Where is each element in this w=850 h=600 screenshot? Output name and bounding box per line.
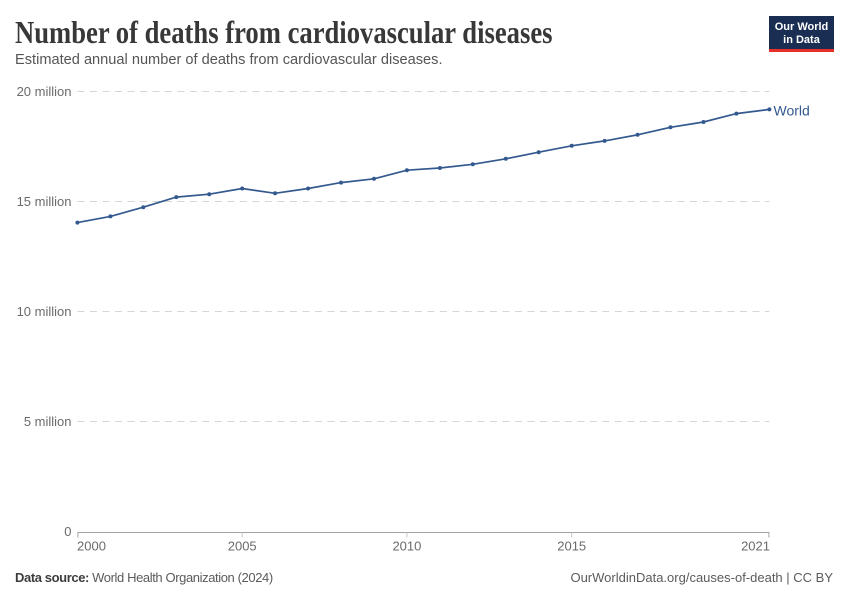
svg-text:2005: 2005 xyxy=(228,538,257,553)
svg-text:10 million: 10 million xyxy=(17,304,72,319)
svg-text:2000: 2000 xyxy=(77,538,106,553)
svg-text:2021: 2021 xyxy=(741,538,770,553)
svg-text:2010: 2010 xyxy=(392,538,421,553)
svg-text:15 million: 15 million xyxy=(17,194,72,209)
svg-text:World: World xyxy=(774,102,810,118)
svg-text:0: 0 xyxy=(64,524,71,539)
svg-text:5 million: 5 million xyxy=(24,414,72,429)
svg-text:2015: 2015 xyxy=(557,538,586,553)
svg-text:20 million: 20 million xyxy=(17,84,72,99)
